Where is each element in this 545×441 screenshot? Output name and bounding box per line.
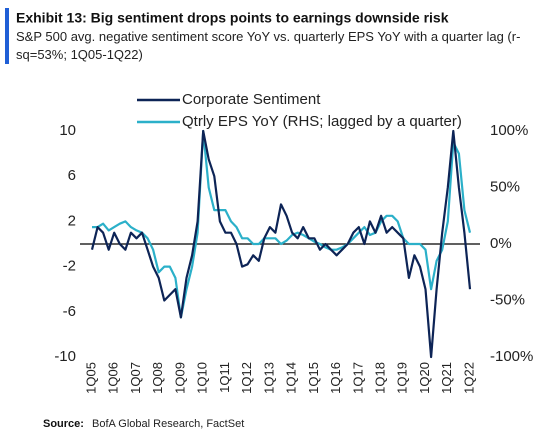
- source-text: BofA Global Research, FactSet: [92, 418, 244, 430]
- x-tick-label: 1Q22: [461, 362, 476, 394]
- y2-tick-label: 50%: [490, 178, 520, 195]
- y2-tick-label: 0%: [490, 235, 512, 252]
- x-tick-label: 1Q08: [150, 362, 165, 394]
- x-tick-label: 1Q15: [306, 362, 321, 394]
- y-tick-label: 2: [68, 212, 76, 229]
- source-label: Source:: [43, 418, 84, 430]
- y-tick-label: -2: [63, 258, 76, 275]
- x-tick-label: 1Q19: [395, 362, 410, 394]
- legend-label: Qtrly EPS YoY (RHS; lagged by a quarter): [182, 113, 462, 130]
- x-tick-label: 1Q09: [172, 362, 187, 394]
- title-bar: [5, 8, 9, 64]
- legend-label: Corporate Sentiment: [182, 91, 321, 108]
- y-tick-label: 6: [68, 167, 76, 184]
- chart-title: Exhibit 13: Big sentiment drops points t…: [16, 10, 449, 26]
- x-tick-label: 1Q10: [195, 362, 210, 394]
- x-tick-label: 1Q14: [284, 362, 299, 394]
- x-tick-label: 1Q20: [417, 362, 432, 394]
- y-tick-label: 10: [59, 122, 76, 139]
- y2-tick-label: -100%: [490, 348, 533, 365]
- x-tick-label: 1Q11: [217, 362, 232, 393]
- y2-tick-label: -50%: [490, 291, 525, 308]
- x-tick-label: 1Q18: [372, 362, 387, 394]
- x-tick-label: 1Q17: [350, 362, 365, 394]
- subtitle-box: S&P 500 avg. negative sentiment score Yo…: [16, 29, 521, 62]
- y-tick-label: -6: [63, 303, 76, 320]
- series-line: [90, 129, 472, 359]
- x-tick-label: 1Q16: [328, 362, 343, 394]
- x-tick-label: 1Q06: [106, 362, 121, 394]
- x-tick-label: 1Q12: [239, 362, 254, 394]
- series-line: [92, 129, 472, 319]
- x-tick-label: 1Q13: [261, 362, 276, 394]
- x-tick-label: 1Q21: [439, 362, 454, 394]
- y-tick-label: -10: [54, 348, 76, 365]
- x-tick-label: 1Q07: [128, 362, 143, 394]
- chart-subtitle: S&P 500 avg. negative sentiment score Yo…: [16, 29, 521, 62]
- x-tick-label: 1Q05: [83, 362, 98, 394]
- y2-tick-label: 100%: [490, 122, 528, 139]
